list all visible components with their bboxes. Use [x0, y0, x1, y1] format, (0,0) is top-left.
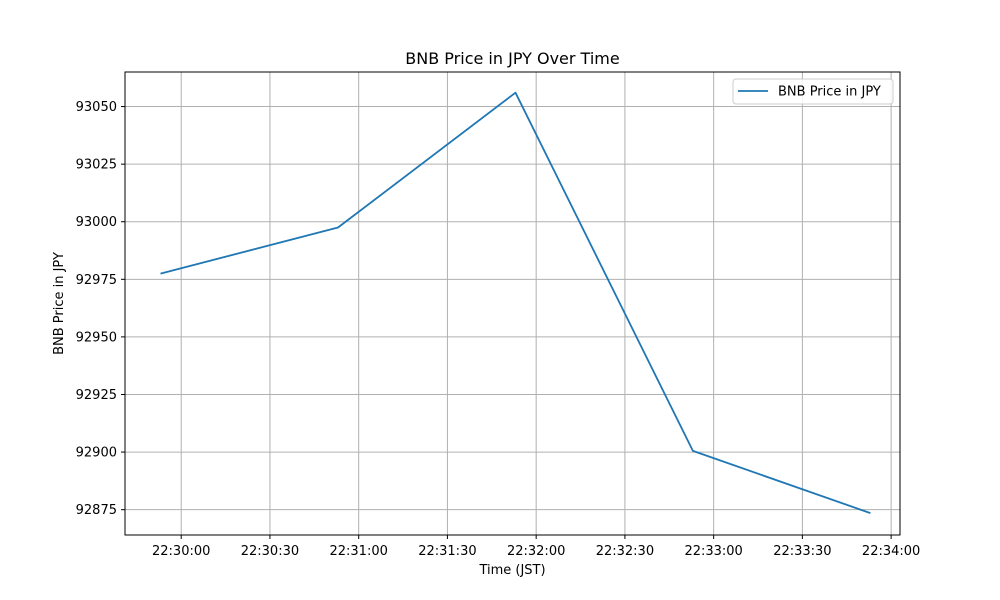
y-tick-label: 93025	[76, 158, 117, 173]
plot-frame	[124, 71, 901, 536]
x-tick-label: 22:31:00	[329, 544, 387, 559]
legend: BNB Price in JPY	[732, 78, 894, 105]
y-tick-label: 92900	[76, 446, 117, 461]
y-axis: 92875 92900 92925 92950 92975 93000 93025 93050	[76, 100, 125, 518]
legend-box	[732, 78, 894, 105]
y-tick-label: 92925	[76, 388, 117, 403]
series-line	[160, 91, 871, 514]
x-tick-label: 22:31:30	[418, 544, 476, 559]
x-tick-label: 22:30:00	[152, 544, 210, 559]
x-tick-label: 22:34:00	[862, 544, 920, 559]
y-tick-label: 92875	[76, 503, 117, 518]
y-tick-label: 92950	[76, 330, 117, 345]
series-layer	[160, 91, 871, 514]
x-tick-label: 22:32:00	[507, 544, 565, 559]
x-tick-label: 22:32:30	[596, 544, 654, 559]
legend-label: BNB Price in JPY	[778, 85, 881, 100]
x-tick-label: 22:30:30	[241, 544, 299, 559]
x-tick-label: 22:33:30	[773, 544, 831, 559]
y-tick-label: 93050	[76, 100, 117, 115]
chart-title: BNB Price in JPY Over Time	[405, 49, 619, 68]
x-axis-label: Time (JST)	[478, 563, 545, 578]
grid	[125, 72, 900, 535]
y-tick-label: 92975	[76, 273, 117, 288]
x-tick-label: 22:33:00	[684, 544, 742, 559]
x-axis: 22:30:00 22:30:30 22:31:00 22:31:30 22:32:00…	[152, 535, 920, 559]
y-tick-label: 93000	[76, 215, 117, 230]
y-axis-label: BNB Price in JPY	[52, 252, 67, 355]
